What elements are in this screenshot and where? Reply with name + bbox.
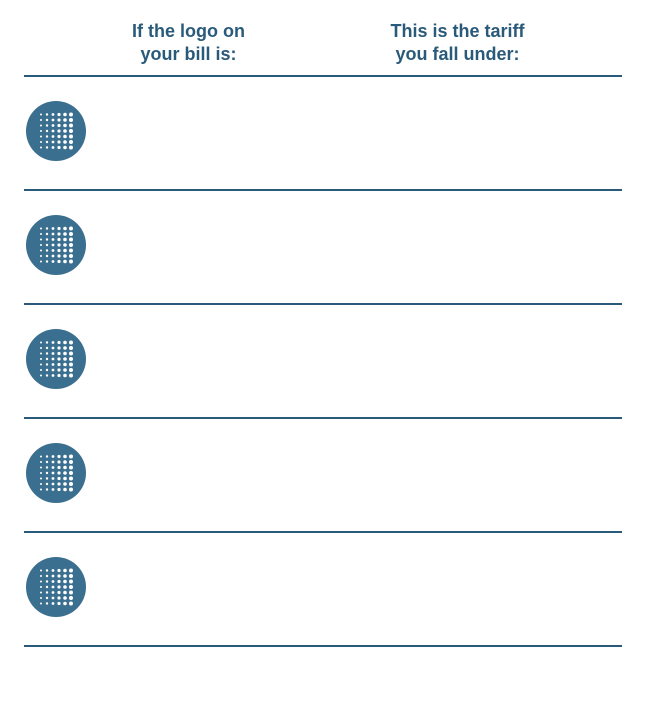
header-left-line1: If the logo on: [54, 20, 323, 43]
logo-cell: [24, 443, 88, 503]
table-row: [24, 305, 622, 417]
header-left: If the logo on your bill is:: [54, 20, 323, 67]
divider: [24, 645, 622, 647]
header-left-line2: your bill is:: [54, 43, 323, 66]
header-right: This is the tariff you fall under:: [323, 20, 592, 67]
logo-icon: [26, 443, 86, 503]
logo-icon: [26, 101, 86, 161]
header-right-line2: you fall under:: [323, 43, 592, 66]
header-right-line1: This is the tariff: [323, 20, 592, 43]
logo-cell: [24, 101, 88, 161]
table-row: [24, 77, 622, 189]
header-row: If the logo on your bill is: This is the…: [24, 20, 622, 75]
table-row: [24, 533, 622, 645]
logo-icon: [26, 557, 86, 617]
logo-icon: [26, 329, 86, 389]
rows-container: [24, 77, 622, 647]
logo-icon: [26, 215, 86, 275]
logo-cell: [24, 557, 88, 617]
table-row: [24, 191, 622, 303]
table-row: [24, 419, 622, 531]
logo-cell: [24, 215, 88, 275]
logo-cell: [24, 329, 88, 389]
